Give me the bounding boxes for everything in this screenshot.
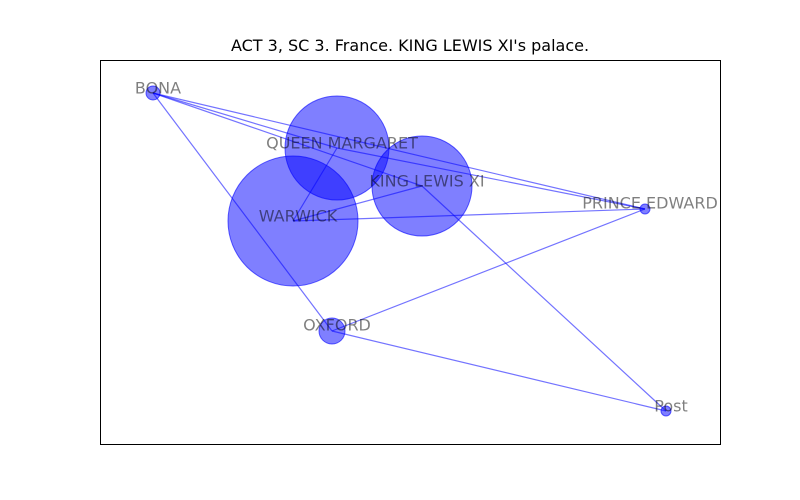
node-king-lewis-xi bbox=[371, 135, 473, 237]
node-label-oxford: OXFORD bbox=[303, 316, 371, 335]
chart-title: ACT 3, SC 3. France. KING LEWIS XI's pal… bbox=[230, 36, 590, 55]
plot-frame bbox=[100, 60, 721, 445]
node-label-warwick: WARWICK bbox=[259, 207, 338, 226]
node-oxford bbox=[318, 317, 346, 345]
node-label-queen-margaret: QUEEN MARGARET bbox=[266, 134, 418, 153]
edge-oxford-post bbox=[331, 330, 667, 412]
node-warwick bbox=[227, 155, 359, 287]
node-label-king-lewis-xi: KING LEWIS XI bbox=[369, 172, 484, 191]
node-label-post: Post bbox=[654, 397, 687, 416]
node-prince-edward bbox=[639, 203, 651, 215]
edge-oxford-prince-edward bbox=[331, 208, 646, 332]
node-label-prince-edward: PRINCE EDWARD bbox=[582, 194, 718, 213]
node-post bbox=[660, 405, 672, 417]
label-layer: BONA QUEEN MARGARET KING LEWIS XI WARWICK PR… bbox=[135, 79, 718, 416]
node-bona bbox=[145, 85, 161, 101]
node-label-bona: BONA bbox=[135, 79, 181, 98]
node-layer bbox=[145, 85, 672, 417]
edge-king-lewis-xi-post bbox=[421, 185, 667, 412]
